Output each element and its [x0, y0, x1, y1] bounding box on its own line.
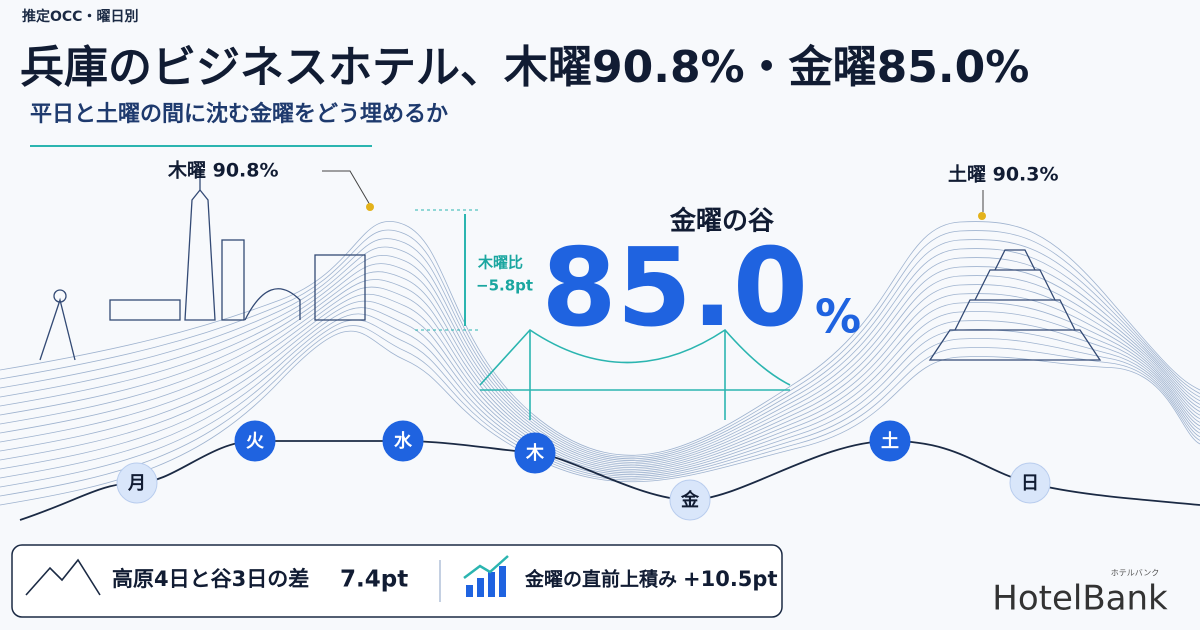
- terrain: [0, 220, 1200, 506]
- logo: HotelBank: [992, 579, 1168, 619]
- lift-label: 金曜の直前上積み: [524, 568, 677, 591]
- gap-label: 高原4日と谷3日の差: [112, 567, 309, 591]
- day-label: 日: [1021, 473, 1039, 494]
- contour-line: [0, 255, 1200, 463]
- bridge-illustration: [479, 328, 791, 420]
- day-marker: [669, 479, 711, 521]
- growth-icon: [463, 555, 509, 597]
- peak-dot: [978, 212, 986, 220]
- thursday-callout: 木曜 90.8%: [167, 159, 279, 182]
- valley-label: 金曜の谷: [669, 206, 775, 237]
- day-label: 月: [127, 473, 146, 494]
- contour-line: [0, 319, 1200, 488]
- day-marker: [1009, 462, 1051, 504]
- contour-line: [0, 220, 1200, 456]
- contour-line: [0, 325, 1200, 497]
- contour-line: [0, 307, 1200, 476]
- castle-illustration: [928, 249, 1102, 361]
- day-marker: [514, 432, 556, 474]
- lift-value: +10.5pt: [683, 567, 777, 591]
- logo-kana: ホテルバンク: [1111, 569, 1159, 578]
- day-marker: [869, 420, 911, 462]
- day-track: 月 火 水木金 土日: [19, 420, 1200, 521]
- diff-value: −5.8pt: [476, 277, 533, 295]
- mountain-icon: [25, 558, 101, 596]
- city-illustration: [39, 170, 366, 361]
- title: 兵庫のビジネスホテル、木曜90.8%・金曜85.0%: [20, 42, 1029, 93]
- day-marker: [234, 420, 276, 462]
- day-label: 火: [246, 431, 265, 452]
- contour-line: [0, 246, 1200, 461]
- contour-line: [0, 263, 1200, 465]
- day-label: 土: [881, 431, 899, 452]
- gap-value: 7.4pt: [340, 567, 408, 593]
- kicker: 推定OCC・曜日別: [22, 8, 138, 25]
- diff-label: 木曜比: [477, 254, 523, 272]
- contour-line: [0, 330, 1200, 506]
- day-label: 金: [680, 489, 700, 511]
- subtitle: 平日と土曜の間に沈む金曜をどう埋めるか: [30, 101, 448, 127]
- contour-line: [0, 293, 1200, 472]
- day-label: 木: [525, 442, 545, 464]
- day-marker: [116, 462, 158, 504]
- contour-line: [0, 229, 1200, 458]
- day-marker: [382, 420, 424, 462]
- peak-dot: [366, 203, 374, 211]
- contour-line: [0, 238, 1200, 460]
- contour-line: [0, 300, 1200, 474]
- valley-value: 85.0: [542, 226, 808, 351]
- contour-line: [0, 286, 1200, 470]
- saturday-callout: 土曜 90.3%: [948, 164, 1059, 186]
- leader: [322, 170, 371, 206]
- day-label: 水: [394, 430, 413, 452]
- footer-panel: [11, 544, 783, 618]
- contour-line: [0, 279, 1200, 468]
- contour-line: [0, 313, 1200, 479]
- valley-unit: %: [815, 290, 861, 344]
